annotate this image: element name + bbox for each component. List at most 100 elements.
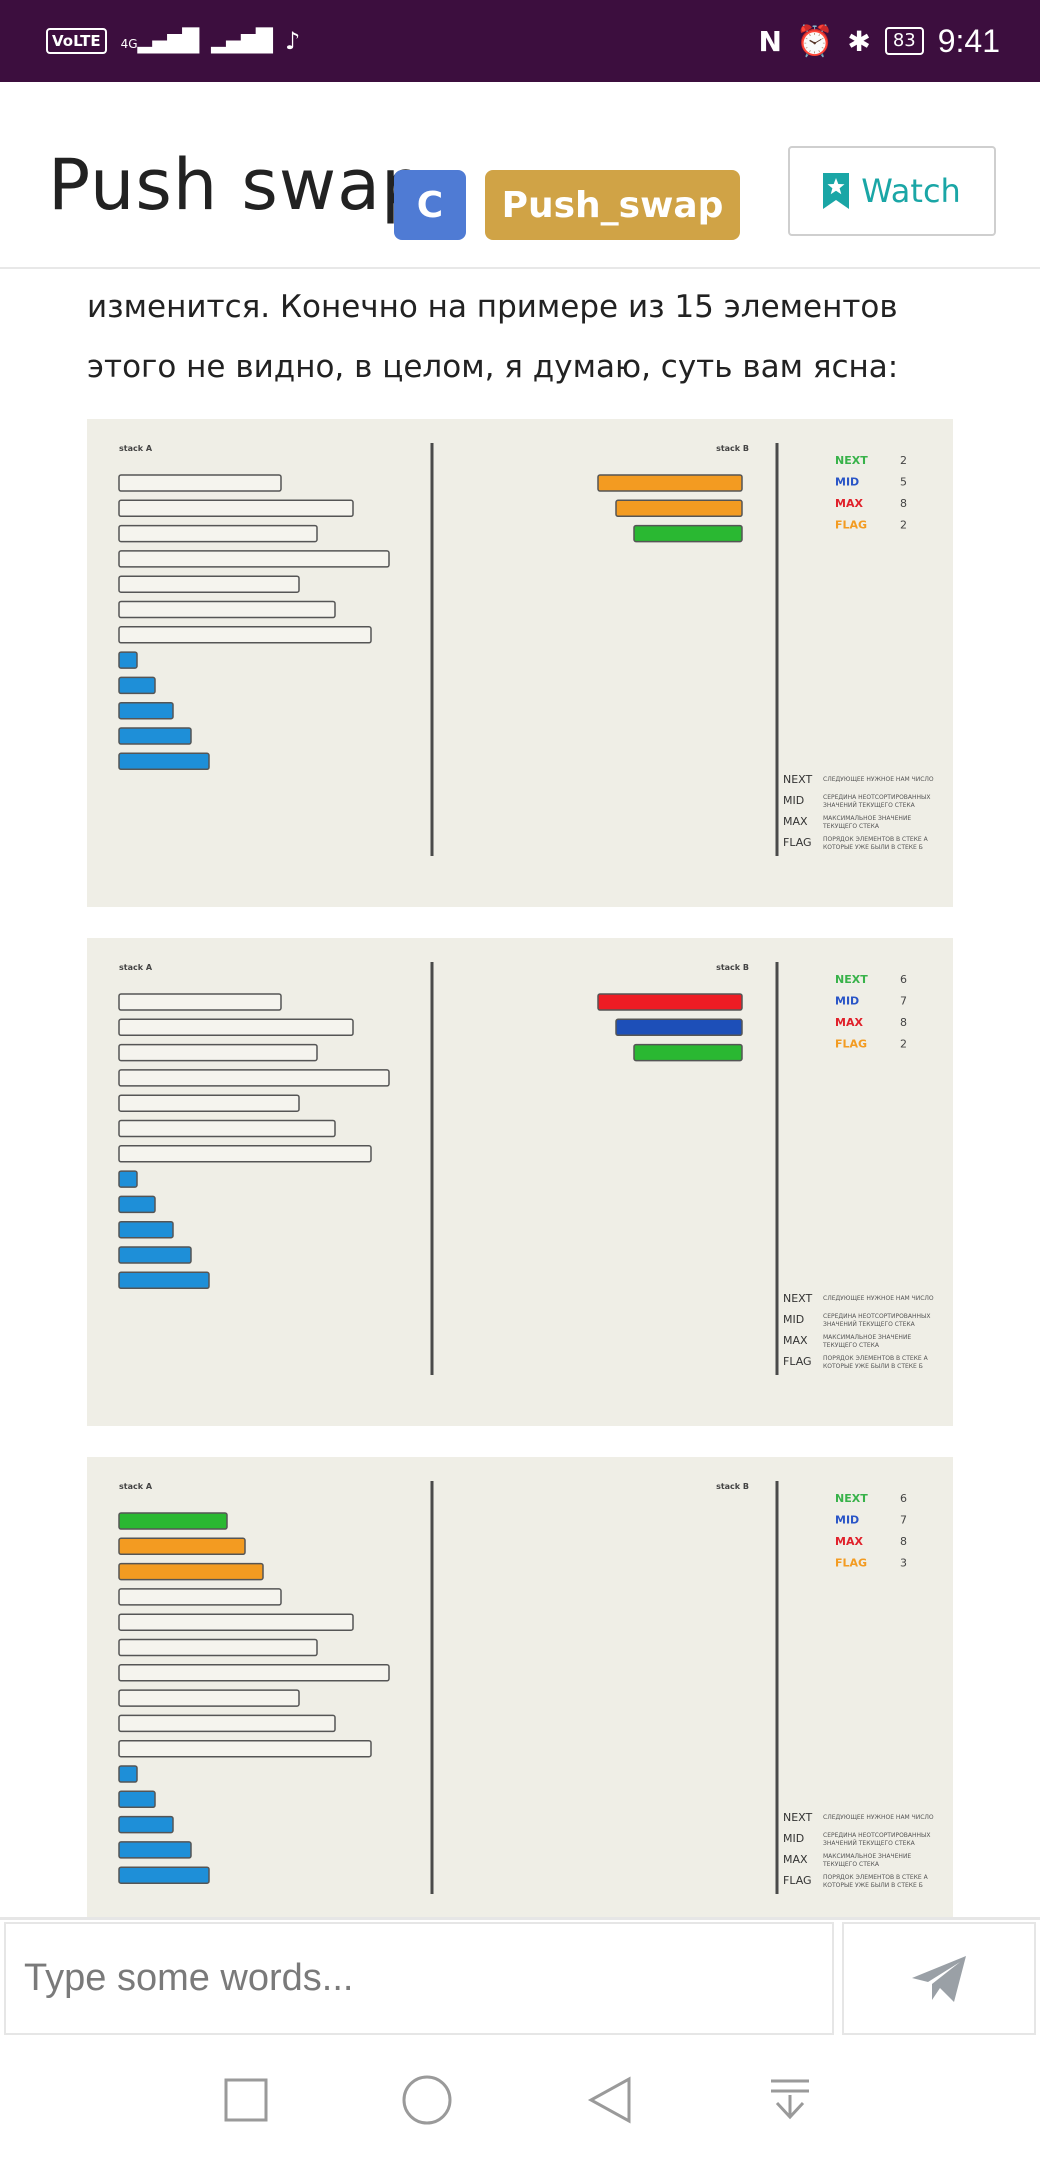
volte-icon: VoLTE [46,28,107,54]
max-label: MAX [835,1535,863,1548]
legend-key: MAX [783,815,808,828]
legend-key: FLAG [783,836,812,849]
max-value: 8 [900,497,907,510]
legend-desc: ПОРЯДОК ЭЛЕМЕНТОВ В СТЕКЕ А [823,1355,929,1362]
next-value: 6 [900,1492,907,1505]
stack-b-bar [597,993,743,1011]
legend-desc: ЗНАЧЕНИЙ ТЕКУЩЕГО СТЕКА [823,1840,916,1847]
stack-a-bar [118,701,174,720]
mid-label: MID [835,1514,859,1527]
watch-label: Watch [861,172,961,210]
stack-a-label: stack A [119,963,153,972]
legend-key: MID [783,794,804,807]
recent-apps-button[interactable] [216,2070,276,2130]
legend-desc: ТЕКУЩЕГО СТЕКА [822,823,880,830]
stack-a-bar [118,1664,390,1682]
stack-a-bar [118,1638,318,1657]
page-header: Push swap C Push_swap Watch [0,82,1040,269]
stack-a-bar [118,676,156,695]
stack-b-bar [633,1043,743,1062]
message-input[interactable] [4,1922,834,2035]
legend-key: FLAG [783,1355,812,1368]
send-icon [912,1955,966,2002]
stack-a-bar [118,1562,264,1581]
tag-project[interactable]: Push_swap [485,170,740,240]
notifications-button[interactable] [760,2070,820,2130]
next-label: NEXT [835,454,868,467]
stack-a-bar [118,499,354,518]
legend-desc: ЗНАЧЕНИЙ ТЕКУЩЕГО СТЕКА [823,802,916,809]
legend-desc: ТЕКУЩЕГО СТЕКА [822,1342,880,1349]
legend-key: MAX [783,1334,808,1347]
stack-a-bar [118,524,318,543]
next-label: NEXT [835,1492,868,1505]
stack-a-bar [118,1739,372,1758]
legend-desc: КОТОРЫЕ УЖЕ БЫЛИ В СТЕКЕ Б [823,844,923,851]
message-composer [0,1917,1040,2046]
legend-desc: КОТОРЫЕ УЖЕ БЫЛИ В СТЕКЕ Б [823,1882,923,1889]
stack-a-label: stack A [119,1482,153,1491]
legend-key: NEXT [783,773,813,786]
stack-a-bar [118,1866,210,1884]
home-button[interactable] [397,2070,457,2130]
mid-value: 5 [900,476,907,489]
signal-icon: ▂▄▆█ [211,28,273,54]
back-button[interactable] [580,2070,640,2130]
legend-desc: ПОРЯДОК ЭЛЕМЕНТОВ В СТЕКЕ А [823,1874,929,1881]
legend-key: MAX [783,1853,808,1866]
send-button[interactable] [842,1922,1036,2035]
stack-b-bar [597,474,743,492]
stack-a-bar [118,1790,156,1809]
legend-key: MID [783,1832,804,1845]
system-nav-bar [0,2040,1040,2160]
stack-b-bar [633,524,743,543]
stack-figure-2: stack A stack B NEXT 6 MID 7 MAX 8 FLAG 2 NEXT СЛЕД… [87,938,953,1426]
stack-a-bar [118,1069,390,1087]
flag-label: FLAG [835,519,867,532]
mid-label: MID [835,995,859,1008]
stack-a-bar [118,1246,192,1264]
battery-icon: 83 [884,27,924,55]
circle-icon [402,2075,452,2125]
signal-4g-icon: 4G▂▄▆█ [120,28,200,54]
tag-language[interactable]: C [394,170,466,240]
stack-b-label: stack B [716,444,749,453]
watch-button[interactable]: Watch [788,146,996,236]
stack-diagram: stack A stack B NEXT 6 MID 7 MAX 8 FLAG 2 NEXT СЛЕД… [118,962,934,1375]
legend-desc: МАКСИМАЛЬНОЕ ЗНАЧЕНИЕ [823,815,911,822]
stack-a-bar [118,1119,336,1138]
stack-a-bar [118,993,282,1011]
alarm-icon: ⏰ [795,23,834,59]
stack-a-bar [118,1765,138,1783]
stack-a-bar [118,1588,282,1606]
clock: 9:41 [937,22,1000,59]
stack-b-label: stack B [716,963,749,972]
legend-desc: ЗНАЧЕНИЙ ТЕКУЩЕГО СТЕКА [823,1321,916,1328]
stack-b-bar [615,499,743,518]
legend-desc: СЛЕДУЮЩЕЕ НУЖНОЕ НАМ ЧИСЛО [823,1295,934,1302]
mid-value: 7 [900,995,907,1008]
stack-a-bar [118,1613,354,1631]
flag-value: 3 [900,1557,907,1570]
legend-desc: СЕРЕДИНА НЕОТСОРТИРОВАННЫХ [823,1313,930,1320]
legend-desc: СЛЕДУЮЩЕЕ НУЖНОЕ НАМ ЧИСЛО [823,1814,934,1821]
legend-desc: СЕРЕДИНА НЕОТСОРТИРОВАННЫХ [823,1832,930,1839]
legend-key: NEXT [783,1292,813,1305]
stack-a-bar [118,1512,228,1530]
stack-a-bar [118,1220,174,1239]
tiktok-icon: ♪ [284,27,301,55]
flag-value: 2 [900,519,907,532]
stack-a-bar [118,1145,372,1163]
legend-desc: СЛЕДУЮЩЕЕ НУЖНОЕ НАМ ЧИСЛО [823,776,934,783]
legend-key: FLAG [783,1874,812,1887]
flag-value: 2 [900,1038,907,1051]
flag-label: FLAG [835,1557,867,1570]
stack-b-bar [615,1018,743,1037]
status-bar: VoLTE 4G▂▄▆█ ▂▄▆█ ♪ N ⏰ ✱ 83 9:41 [0,0,1040,82]
stack-a-bar [118,727,192,745]
stack-a-bar [118,1271,210,1290]
stack-a-bar [118,1043,318,1062]
max-value: 8 [900,1016,907,1029]
legend-key: MID [783,1313,804,1326]
triangle-back-icon [587,2076,631,2124]
